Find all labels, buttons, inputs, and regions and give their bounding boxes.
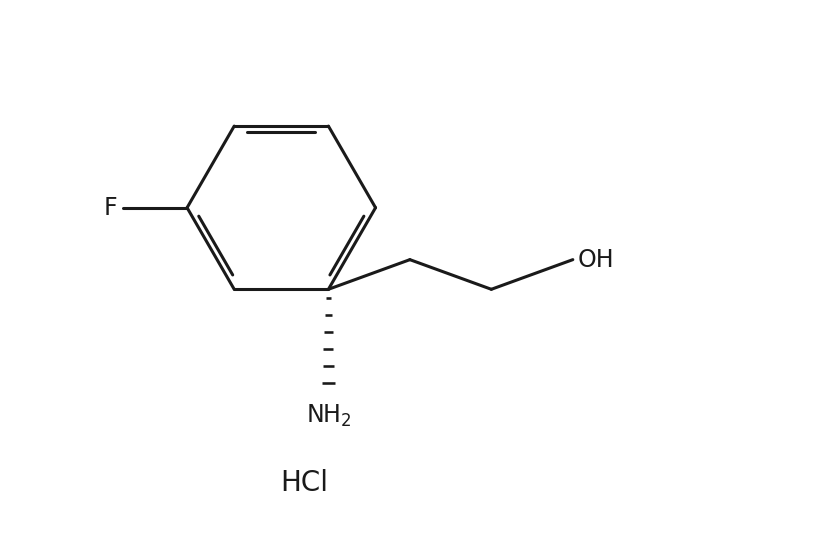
Text: OH: OH (578, 248, 615, 272)
Text: F: F (104, 196, 118, 220)
Text: HCl: HCl (280, 469, 328, 497)
Text: NH$_2$: NH$_2$ (305, 403, 351, 429)
